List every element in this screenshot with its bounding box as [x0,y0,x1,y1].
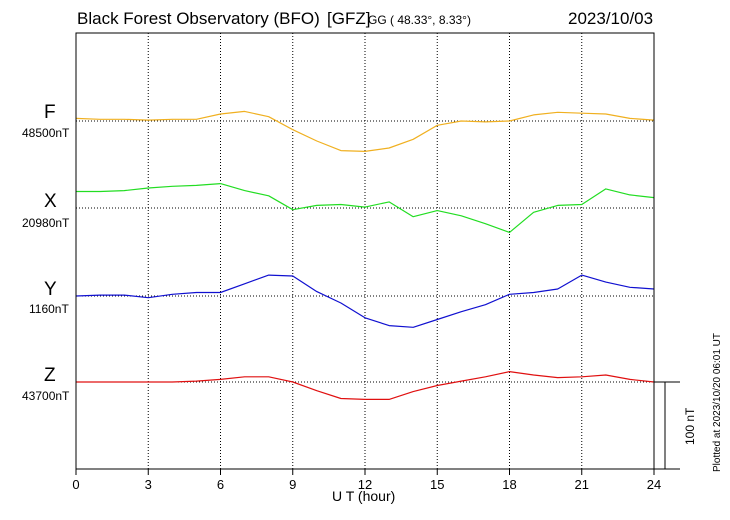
baseline-label-X: 20980nT [22,216,70,230]
series-line-Z [76,371,655,400]
x-tick-label: 24 [647,477,661,492]
x-axis-label: U T (hour) [332,488,396,504]
series-label-Z: Z [44,365,56,386]
baseline-label-F: 48500nT [22,126,70,140]
x-tick-label: 15 [430,477,444,492]
x-tick-label: 0 [72,477,79,492]
x-tick-label: 18 [502,477,516,492]
baseline-label-Y: 1160nT [29,302,69,316]
coordinates-label: GG ( 48.33°, 8.33°) [368,13,471,27]
series-line-Y [75,274,655,328]
scale-bar-label: 100 nT [683,407,697,445]
x-tick-label: 9 [289,477,296,492]
series-line-F [75,110,655,152]
x-tick-label: 21 [575,477,589,492]
date-label: 2023/10/03 [568,9,654,28]
page-title: Black Forest Observatory (BFO) [77,9,320,28]
series-label-X: X [44,191,57,212]
series-line-X [76,183,655,233]
x-tick-label: 12 [358,477,372,492]
baseline-label-Z: 43700nT [22,389,70,403]
series-label-F: F [44,102,56,123]
plotted-timestamp: Plotted at 2023/10/20 06:01 UT [712,333,723,472]
institution-label: [GFZ] [327,9,371,28]
series-label-Y: Y [44,279,57,300]
x-tick-label: 3 [145,477,152,492]
x-tick-label: 6 [217,477,224,492]
plot-frame [75,32,655,470]
